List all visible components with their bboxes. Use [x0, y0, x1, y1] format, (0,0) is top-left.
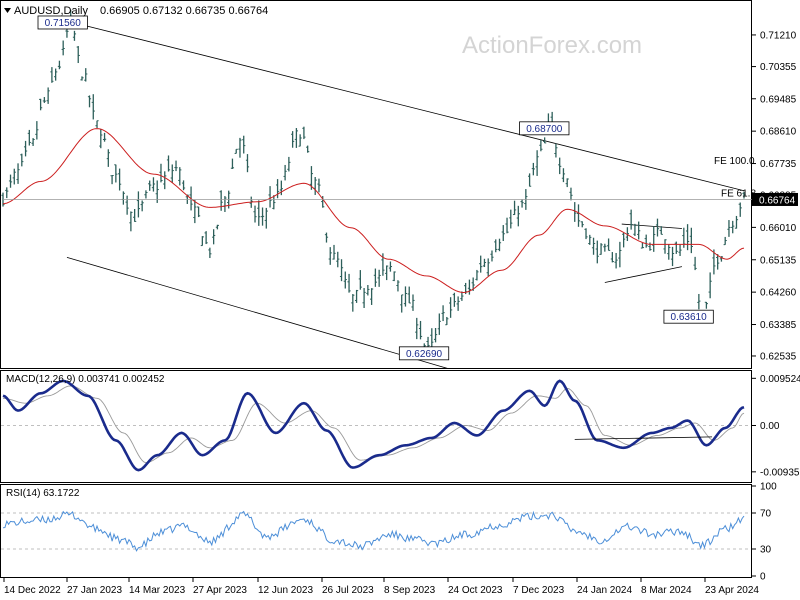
- chart-header: AUDUSD,Daily 0.66905 0.67132 0.66735 0.6…: [4, 5, 268, 17]
- ohlc-label: 0.66905 0.67132 0.66735 0.66764: [100, 5, 268, 17]
- current-price-box: [752, 192, 798, 206]
- channel-lower-line: [66, 256, 448, 368]
- fibonacci-label: FE 100.0: [714, 156, 755, 167]
- price-tick-label: 0.67735: [760, 159, 797, 170]
- price-level-box: [398, 346, 450, 361]
- triangle-lower-line: [604, 266, 683, 283]
- price-level-label: 0.62690: [406, 349, 443, 360]
- fibonacci-label: FE 61.8: [721, 189, 756, 200]
- price-panel: [0, 0, 752, 369]
- price-level-box: [519, 121, 570, 136]
- rsi-line: [2, 510, 745, 552]
- macd-tick-label: 0.009524: [760, 374, 800, 385]
- candlesticks: [1, 9, 746, 359]
- date-tick-label: 23 Apr 2024: [705, 585, 759, 596]
- price-level-label: 0.71560: [45, 18, 82, 29]
- price-tick-label: 0.69485: [760, 94, 797, 105]
- current-price-label: 0.66764: [759, 195, 796, 206]
- rsi-label: RSI(14) 63.1722: [6, 488, 80, 499]
- date-tick-label: 8 Mar 2024: [641, 585, 692, 596]
- moving-average-line: [2, 128, 745, 294]
- price-tick-label: 0.68610: [760, 127, 797, 138]
- date-tick-label: 14 Dec 2022: [4, 585, 61, 596]
- rsi-indicator: [1, 510, 751, 552]
- symbol-label: AUDUSD,Daily: [14, 5, 88, 17]
- macd-tick-label: 0.00: [760, 421, 780, 432]
- rsi-tick-label: 100: [760, 482, 777, 493]
- price-tick-label: 0.64260: [760, 288, 797, 299]
- macd-line: [2, 379, 745, 472]
- price-tick-label: 0.63385: [760, 320, 797, 331]
- macd-trend-line: [574, 436, 713, 440]
- price-tick-label: 0.66010: [760, 223, 797, 234]
- macd-panel: [0, 370, 752, 483]
- date-tick-label: 24 Jan 2024: [577, 585, 632, 596]
- rsi-panel: [0, 484, 752, 578]
- rsi-tick-label: 0: [760, 572, 766, 583]
- moving-average: [2, 128, 745, 294]
- price-tick-label: 0.71210: [760, 30, 797, 41]
- price-tick-label: 0.70355: [760, 62, 797, 73]
- macd-axis: 0.009524 0.00 -0.00935: [752, 374, 800, 478]
- rsi-tick-label: 70: [760, 509, 772, 520]
- price-tick-label: 0.62535: [760, 351, 797, 362]
- collapse-triangle-icon: [4, 8, 11, 13]
- price-level-box: [37, 15, 88, 30]
- date-tick-label: 14 Mar 2023: [129, 585, 186, 596]
- price-level-box: [663, 309, 714, 324]
- channel-upper-line: [70, 21, 745, 192]
- price-tick-label: 0.65135: [760, 255, 797, 266]
- date-tick-label: 8 Sep 2023: [384, 585, 436, 596]
- date-tick-label: 27 Apr 2023: [193, 585, 247, 596]
- price-level-label: 0.68700: [526, 124, 563, 135]
- date-tick-label: 27 Jan 2023: [67, 585, 122, 596]
- date-tick-label: 26 Jul 2023: [322, 585, 374, 596]
- macd-label: MACD(12,26,9) 0.003741 0.002452: [6, 374, 165, 385]
- date-tick-label: 24 Oct 2023: [448, 585, 503, 596]
- rsi-axis: 100 70 30 0: [752, 482, 777, 583]
- macd-tick-label: -0.00935: [760, 467, 800, 478]
- macd-indicator: [1, 379, 751, 472]
- date-tick-label: 7 Dec 2023: [513, 585, 565, 596]
- price-annotations: 0.71560 0.68700 0.62690 0.63610 FE 100.0 FE 6…: [3, 15, 798, 361]
- trend-lines: [66, 21, 745, 368]
- price-level-label: 0.63610: [671, 312, 708, 323]
- rsi-tick-label: 30: [760, 545, 772, 556]
- watermark: ActionForex.com: [462, 32, 642, 59]
- date-axis: 14 Dec 2022 27 Jan 2023 14 Mar 2023 27 Apr …: [3, 578, 759, 596]
- date-tick-label: 12 Jun 2023: [258, 585, 313, 596]
